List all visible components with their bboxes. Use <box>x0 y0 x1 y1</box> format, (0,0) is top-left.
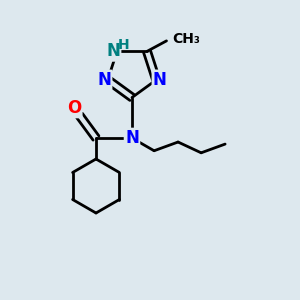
Text: H: H <box>118 38 129 52</box>
Text: N: N <box>97 71 111 89</box>
Text: N: N <box>106 42 120 60</box>
Text: N: N <box>125 129 139 147</box>
Text: CH₃: CH₃ <box>172 32 200 46</box>
Text: O: O <box>67 99 81 117</box>
Text: N: N <box>153 71 167 89</box>
